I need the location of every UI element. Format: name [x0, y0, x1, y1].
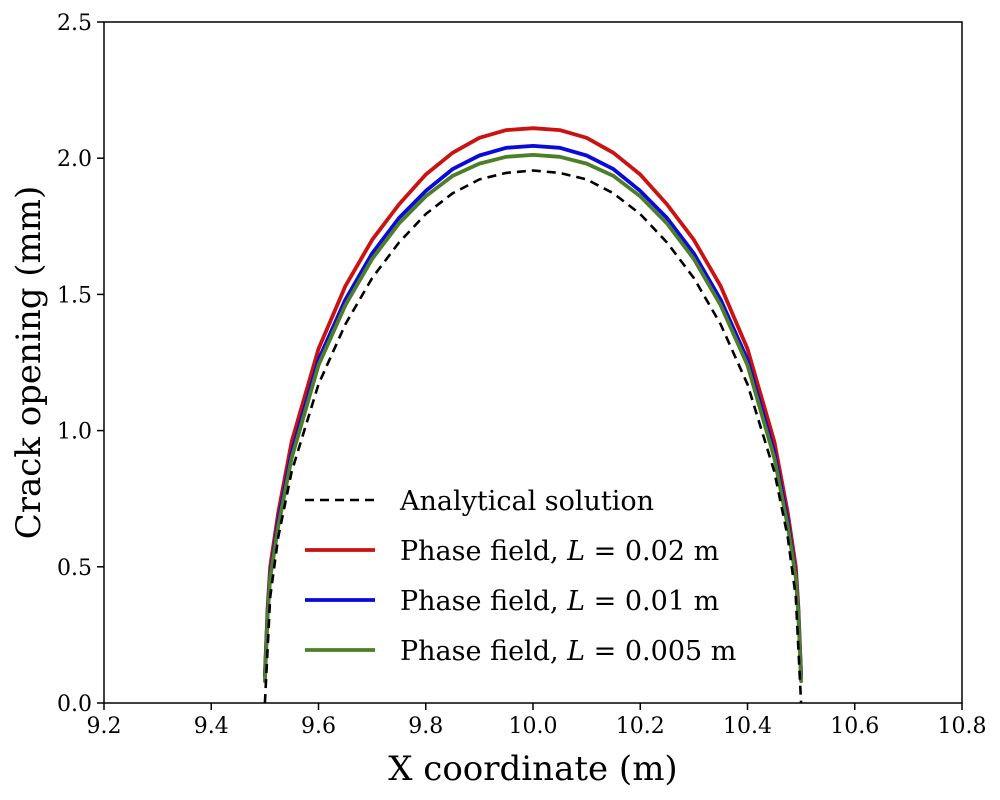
legend-variable: L: [566, 586, 585, 617]
legend-entry-0: Analytical solution: [399, 486, 654, 517]
series-line-3: [262, 152, 803, 684]
y-tick-label: 2.0: [57, 147, 92, 172]
y-axis-ticks: 0.0 0.5 1.0 1.5 2.0 2.5: [57, 11, 104, 717]
series-line-1: [262, 126, 803, 678]
y-axis-label: Crack opening (mm): [9, 186, 49, 540]
x-tick-label: 10.6: [830, 714, 879, 739]
legend: Analytical solution Phase field, L = 0.02…: [305, 486, 736, 667]
legend-prefix: Phase field,: [400, 636, 567, 667]
x-tick-label: 10.2: [616, 714, 665, 739]
x-tick-label: 10.4: [723, 714, 772, 739]
legend-prefix: Phase field,: [400, 586, 567, 617]
x-tick-label: 9.6: [301, 714, 336, 739]
y-tick-label: 1.0: [57, 420, 92, 445]
legend-entry-1: Phase field, L = 0.02 m: [400, 536, 719, 567]
legend-entry-2: Phase field, L = 0.01 m: [400, 586, 719, 617]
legend-entry-3: Phase field, L = 0.005 m: [400, 636, 736, 667]
series-line-0: [263, 169, 803, 704]
y-tick-label: 0.0: [57, 692, 92, 717]
y-tick-label: 1.5: [57, 283, 92, 308]
x-tick-label: 9.8: [408, 714, 443, 739]
x-tick-label: 9.4: [194, 714, 229, 739]
series-layer: [262, 126, 803, 704]
y-tick-label: 2.5: [57, 11, 92, 36]
y-tick-label: 0.5: [57, 556, 92, 581]
x-tick-label: 9.2: [87, 714, 122, 739]
legend-variable: L: [566, 636, 585, 667]
x-axis-ticks: 9.2 9.4 9.6 9.8 10.0 10.2 10.4 10.6 10.8: [87, 703, 987, 739]
legend-suffix: = 0.01 m: [585, 586, 719, 617]
legend-prefix: Phase field,: [400, 536, 567, 567]
legend-variable: L: [566, 536, 585, 567]
x-axis-label: X coordinate (m): [388, 749, 677, 789]
legend-suffix: = 0.02 m: [585, 536, 719, 567]
x-tick-label: 10.0: [509, 714, 558, 739]
x-tick-label: 10.8: [938, 714, 987, 739]
legend-suffix: = 0.005 m: [585, 636, 736, 667]
